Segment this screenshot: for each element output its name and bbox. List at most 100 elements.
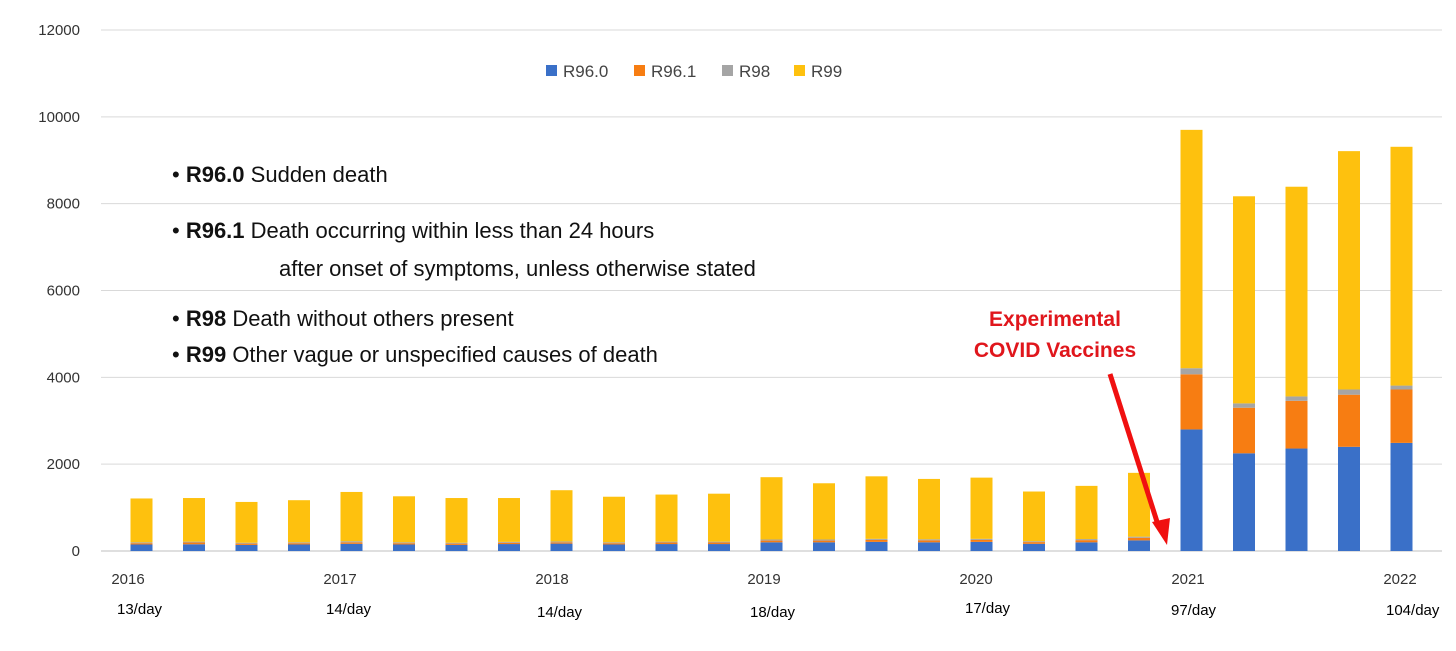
bar-segment: [813, 483, 835, 540]
bar-segment: [393, 544, 415, 551]
y-tick-label: 6000: [47, 283, 80, 300]
bar-segment: [550, 543, 573, 551]
bar-segment: [918, 539, 940, 541]
bar-segment: [970, 541, 993, 551]
bar-stack: [340, 491, 363, 551]
y-tick-label: 4000: [47, 369, 80, 386]
bar-segment: [1180, 374, 1203, 430]
bar-segment: [235, 544, 258, 551]
bar-stack: [1180, 129, 1203, 551]
bar-segment: [1233, 403, 1255, 408]
definition-text: Death occurring within less than 24 hour…: [250, 218, 655, 243]
bar-segment: [1128, 540, 1150, 551]
bar-stack: [655, 494, 678, 551]
bar-segment: [1233, 453, 1255, 551]
bar-segment: [498, 542, 520, 545]
bar-segment: [1285, 400, 1308, 449]
bar-stack: [813, 483, 835, 551]
bar-segment: [603, 542, 625, 544]
bar-segment: [1285, 186, 1308, 397]
bar-stack: [288, 500, 310, 551]
arrow-head: [1152, 518, 1170, 545]
bar-segment: [1338, 446, 1360, 551]
bar-segment: [183, 498, 205, 542]
definition-text: Sudden death: [250, 162, 388, 187]
bar-segment: [918, 542, 940, 551]
arrow-shaft: [1107, 373, 1162, 529]
x-year-label: 2018: [535, 571, 568, 588]
bar-segment: [970, 477, 993, 539]
bar-segment: [340, 491, 363, 542]
legend: R96.0 R96.1 R98 R99: [546, 62, 842, 81]
definition-code: R96.0: [185, 162, 245, 187]
bar-segment: [1390, 385, 1413, 390]
bar-stack: [235, 501, 258, 551]
x-year-label: 2016: [111, 571, 144, 588]
bar-segment: [445, 544, 468, 551]
bar-segment: [288, 500, 310, 543]
per-day-label: 18/day: [750, 604, 796, 621]
bar-segment: [1180, 129, 1203, 369]
bar-stack: [183, 498, 205, 551]
bar-segment: [550, 542, 573, 544]
bar-stack: [918, 478, 940, 551]
bar-segment: [1338, 151, 1360, 390]
bar-segment: [235, 501, 258, 543]
per-day-label: 97/day: [1171, 602, 1217, 619]
bar-segment: [235, 543, 258, 545]
bar-stack: [130, 498, 153, 551]
bar-stack: [1233, 196, 1255, 551]
bars: [130, 129, 1413, 551]
legend-swatch: [722, 65, 733, 76]
bar-segment: [813, 542, 835, 551]
bar-segment: [1338, 394, 1360, 447]
definition-r98: • R98 Death without others present: [172, 306, 514, 332]
x-year-label: 2021: [1171, 571, 1204, 588]
bar-segment: [865, 538, 888, 540]
bar-stack: [708, 493, 730, 551]
bar-segment: [865, 541, 888, 551]
y-tick-label: 10000: [38, 109, 80, 126]
bar-segment: [708, 544, 730, 551]
bar-segment: [1023, 541, 1045, 543]
bar-segment: [918, 478, 940, 540]
bar-segment: [498, 541, 520, 543]
bar-segment: [1128, 537, 1150, 541]
y-tick-label: 12000: [38, 22, 80, 39]
per-day-label: 14/day: [326, 601, 372, 618]
definition-code: R96.1: [185, 218, 245, 243]
vaccine-annotation: Experimental COVID Vaccines: [960, 304, 1150, 366]
bar-stack: [1390, 146, 1413, 551]
bar-segment: [288, 543, 310, 545]
bullet: •: [172, 218, 186, 243]
y-tick-label: 0: [72, 543, 80, 560]
bar-segment: [760, 540, 783, 543]
bar-segment: [1180, 368, 1203, 375]
bar-segment: [393, 496, 415, 543]
bar-segment: [708, 541, 730, 543]
bar-segment: [1075, 540, 1098, 543]
bar-segment: [288, 542, 310, 544]
bar-stack: [1338, 151, 1360, 551]
bar-segment: [130, 498, 153, 543]
bar-segment: [970, 539, 993, 542]
bar-segment: [1023, 542, 1045, 544]
bar-segment: [550, 541, 573, 543]
bar-segment: [708, 542, 730, 545]
per-day-label: 17/day: [965, 600, 1011, 617]
bar-segment: [340, 541, 363, 543]
bar-segment: [445, 498, 468, 543]
bar-segment: [445, 543, 468, 545]
y-axis-ticks: 0 2000 4000 6000 8000 10000 12000: [38, 22, 80, 560]
legend-swatch: [794, 65, 805, 76]
definition-r96-0: • R96.0 Sudden death: [172, 162, 388, 188]
legend-label: R99: [811, 62, 842, 81]
x-year-label: 2022: [1383, 571, 1416, 588]
bar-segment: [393, 542, 415, 544]
legend-label: R98: [739, 62, 770, 81]
bar-segment: [1285, 396, 1308, 401]
bar-segment: [603, 543, 625, 545]
bar-segment: [603, 544, 625, 551]
bar-segment: [1338, 389, 1360, 395]
